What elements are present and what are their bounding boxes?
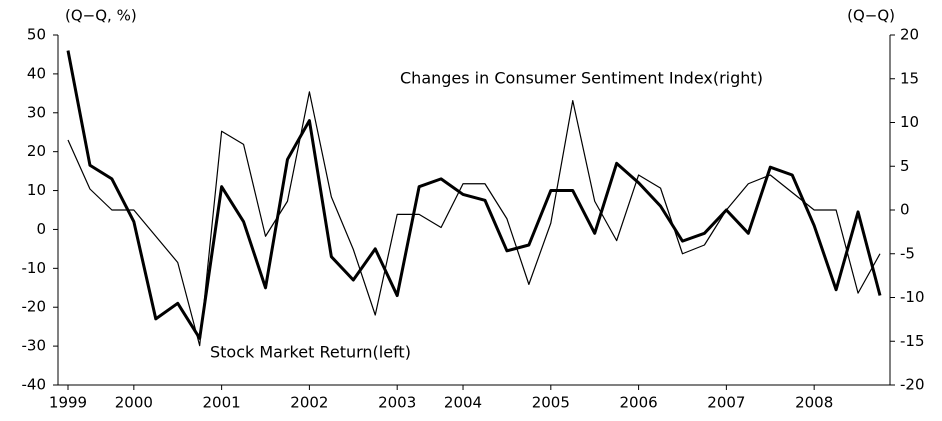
y-tick-label: -30 <box>22 337 47 355</box>
x-tick-label: 2007 <box>707 394 745 412</box>
x-tick-label: 2006 <box>620 394 658 412</box>
y2-tick-label: -20 <box>900 376 925 394</box>
y-tick-label: 20 <box>27 142 46 160</box>
x-tick-label: 1999 <box>49 394 87 412</box>
y2-tick-label: 5 <box>900 157 910 175</box>
y-tick-label: 40 <box>27 64 46 82</box>
y-axis-label: (Q−Q, %) <box>65 7 137 25</box>
x-tick-label: 2002 <box>290 394 328 412</box>
y2-tick-label: -5 <box>900 244 915 262</box>
y2-tick-label: 20 <box>900 26 919 44</box>
series-annotation: Stock Market Return(left) <box>210 343 411 362</box>
y2-tick-label: 0 <box>900 201 910 219</box>
y-tick-label: 0 <box>36 220 46 238</box>
y2-tick-label: 10 <box>900 113 919 131</box>
y-tick-label: 30 <box>27 103 46 121</box>
y-tick-label: -10 <box>22 259 47 277</box>
y2-tick-label: 15 <box>900 69 919 87</box>
x-tick-label: 2001 <box>203 394 241 412</box>
y2-tick-label: -15 <box>900 332 925 350</box>
series-line <box>66 50 882 340</box>
y-tick-label: 50 <box>27 26 46 44</box>
x-tick-label: 2000 <box>115 394 153 412</box>
y2-tick-label: -10 <box>900 288 925 306</box>
y-tick-label: -40 <box>22 376 47 394</box>
x-tick-label: 2005 <box>532 394 570 412</box>
x-tick-label: 2003 <box>378 394 416 412</box>
x-tick-label: 2004 <box>444 394 482 412</box>
series-line <box>67 91 881 347</box>
y-tick-label: 10 <box>27 181 46 199</box>
y-tick-label: -20 <box>22 298 47 316</box>
x-tick-label: 2008 <box>795 394 833 412</box>
series-annotation: Changes in Consumer Sentiment Index(righ… <box>400 69 763 88</box>
y2-axis-label: (Q−Q) <box>847 7 895 25</box>
